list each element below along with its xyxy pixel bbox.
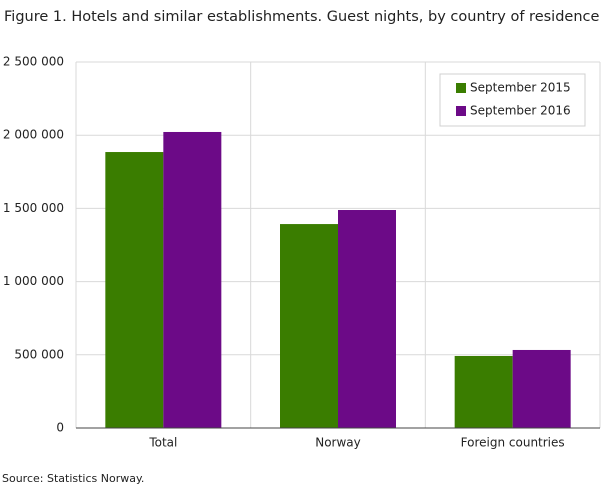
- chart-title: Figure 1. Hotels and similar establishme…: [4, 9, 599, 25]
- y-tick-label: 2 500 000: [3, 55, 64, 69]
- x-tick-label: Foreign countries: [461, 436, 565, 450]
- bar: [454, 355, 513, 428]
- bar: [338, 210, 396, 428]
- bar: [105, 152, 164, 428]
- bar: [280, 224, 338, 428]
- y-tick-label: 1 000 000: [3, 274, 64, 288]
- source: Source: Statistics Norway.: [2, 472, 144, 485]
- legend-swatch: [456, 83, 466, 93]
- legend-label: September 2016: [470, 104, 571, 118]
- legend-swatch: [456, 106, 466, 116]
- x-tick-label: Norway: [315, 436, 361, 450]
- legend-box: [439, 73, 586, 127]
- y-tick-label: 2 000 000: [3, 128, 64, 142]
- y-tick-label: 0: [56, 421, 64, 435]
- y-tick-label: 500 000: [14, 347, 64, 361]
- bar: [512, 349, 571, 428]
- legend-label: September 2015: [470, 81, 571, 95]
- y-tick-label: 1 500 000: [3, 201, 64, 215]
- x-tick-label: Total: [148, 436, 177, 450]
- bar: [163, 131, 222, 429]
